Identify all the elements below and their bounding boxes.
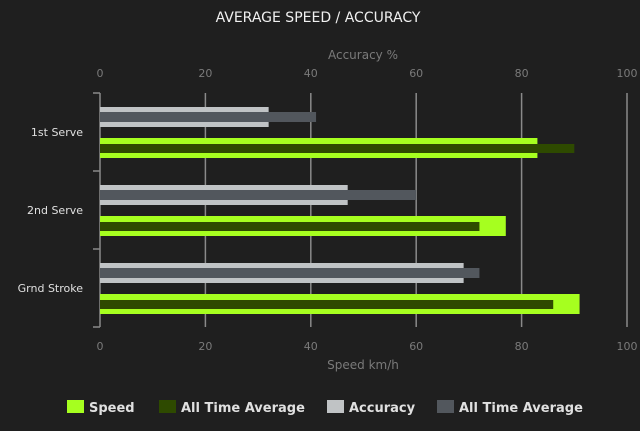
legend-label: Accuracy [349, 401, 416, 416]
top-tick-label: 20 [198, 67, 212, 80]
top-axis-label: Accuracy % [328, 48, 398, 62]
bottom-axis-label: Speed km/h [327, 358, 399, 372]
legend-label: Speed [89, 401, 135, 416]
legend-swatch [67, 400, 84, 413]
top-tick-label: 80 [515, 67, 529, 80]
legend-swatch [437, 400, 454, 413]
top-tick-label: 0 [97, 67, 104, 80]
category-label: Grnd Stroke [18, 282, 84, 295]
bar-speed-all-time-average [100, 144, 575, 153]
bar-accuracy-all-time-average [100, 268, 480, 278]
bar-speed-all-time-average [100, 222, 480, 231]
bar-speed-all-time-average [100, 300, 554, 309]
top-tick-label: 60 [409, 67, 423, 80]
bottom-tick-label: 80 [515, 340, 529, 353]
top-tick-label: 100 [617, 67, 638, 80]
chart-title: AVERAGE SPEED / ACCURACY [216, 10, 421, 26]
bottom-tick-label: 60 [409, 340, 423, 353]
category-label: 2nd Serve [27, 204, 83, 217]
bar-accuracy-all-time-average [100, 112, 317, 122]
bottom-tick-label: 0 [97, 340, 104, 353]
legend-label: All Time Average [181, 401, 305, 416]
legend-swatch [159, 400, 176, 413]
legend-swatch [327, 400, 344, 413]
bottom-tick-label: 40 [304, 340, 318, 353]
bar-accuracy-all-time-average [100, 190, 417, 200]
bottom-tick-label: 20 [198, 340, 212, 353]
bottom-tick-label: 100 [617, 340, 638, 353]
top-tick-label: 40 [304, 67, 318, 80]
category-label: 1st Serve [31, 126, 83, 139]
legend-label: All Time Average [459, 401, 583, 416]
